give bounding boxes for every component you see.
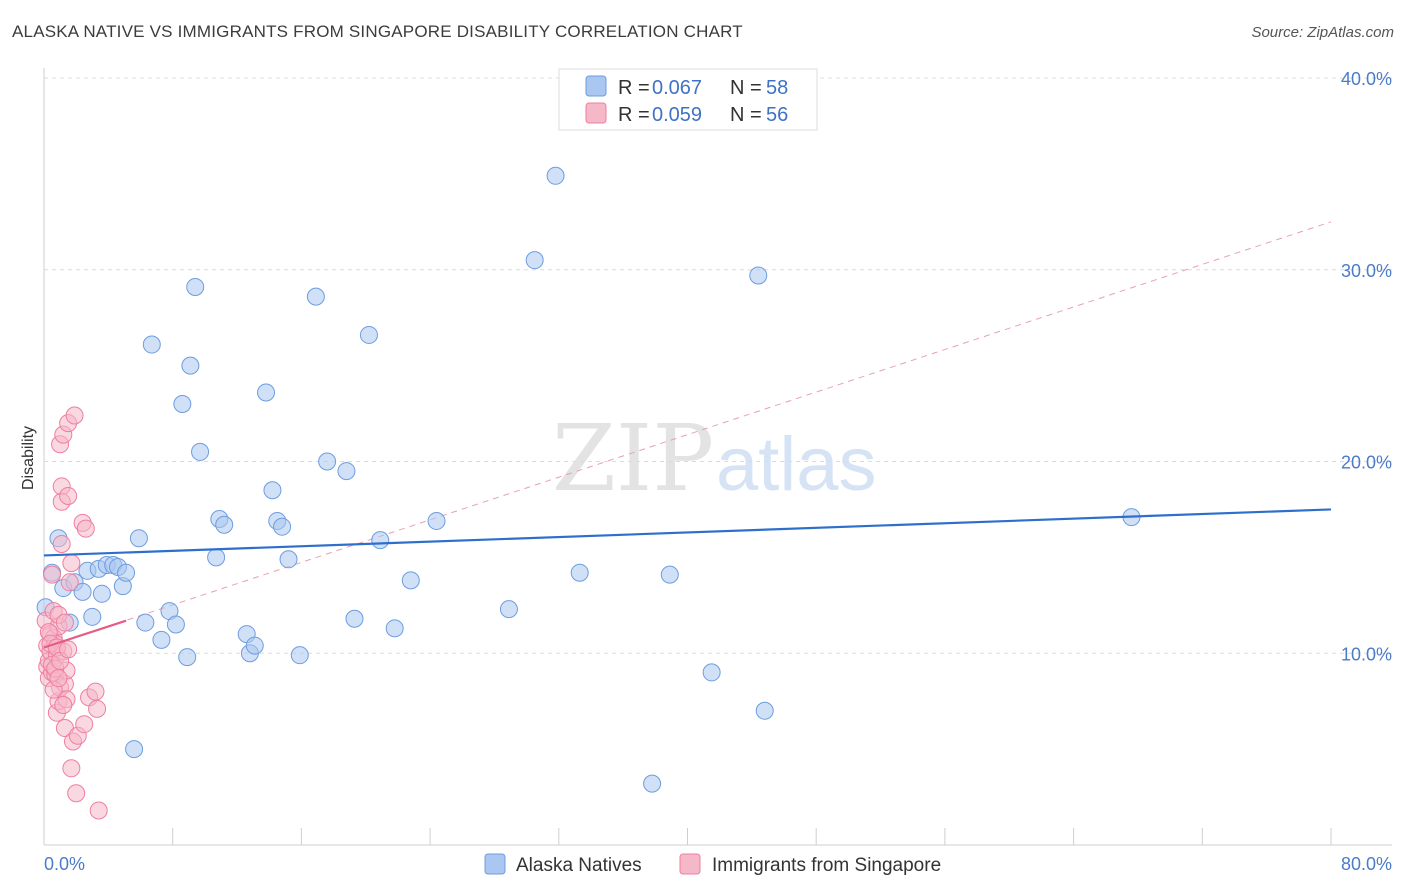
trend-line-singapore-dashed bbox=[43, 221, 1332, 648]
data-point-alaska-natives bbox=[290, 646, 309, 665]
series-immigrants-singapore bbox=[36, 406, 108, 820]
data-point-alaska-natives bbox=[215, 515, 234, 534]
data-point-alaska-natives bbox=[702, 663, 721, 682]
data-point-alaska-natives bbox=[178, 648, 197, 667]
y-tick-labels: 10.0% 20.0% 30.0% 40.0% bbox=[1341, 69, 1392, 664]
data-point-immigrants-singapore bbox=[76, 519, 95, 538]
data-point-immigrants-singapore bbox=[88, 699, 107, 718]
legend-bottom-label-pink: Immigrants from Singapore bbox=[712, 855, 941, 876]
trend-line-alaska-natives bbox=[43, 508, 1332, 557]
data-point-immigrants-singapore bbox=[89, 801, 108, 820]
data-point-immigrants-singapore bbox=[67, 784, 86, 803]
data-point-alaska-natives bbox=[359, 325, 378, 344]
data-point-alaska-natives bbox=[152, 630, 171, 649]
data-point-immigrants-singapore bbox=[86, 682, 105, 701]
data-point-alaska-natives bbox=[245, 636, 264, 655]
trend-line-singapore-solid bbox=[43, 619, 127, 649]
legend-r-label-1: R = bbox=[618, 77, 650, 99]
data-point-immigrants-singapore bbox=[65, 406, 84, 425]
x-tick-label-max: 80.0% bbox=[1341, 854, 1392, 874]
legend-swatch-pink bbox=[585, 102, 607, 124]
y-tick-label: 30.0% bbox=[1341, 261, 1392, 281]
data-point-alaska-natives bbox=[306, 287, 325, 306]
data-point-alaska-natives bbox=[142, 335, 161, 354]
chart-title: ALASKA NATIVE VS IMMIGRANTS FROM SINGAPO… bbox=[12, 22, 743, 41]
data-point-alaska-natives bbox=[173, 394, 192, 413]
data-point-alaska-natives bbox=[318, 452, 337, 471]
y-tick-label: 10.0% bbox=[1341, 644, 1392, 664]
data-point-alaska-natives bbox=[279, 550, 298, 569]
axes bbox=[43, 68, 1392, 846]
trend-lines bbox=[43, 221, 1332, 648]
data-point-alaska-natives bbox=[166, 615, 185, 634]
legend-swatch-blue bbox=[585, 75, 607, 97]
grid-lines bbox=[44, 77, 1392, 654]
legend-n-label-1: N = bbox=[730, 77, 762, 99]
data-point-alaska-natives bbox=[337, 462, 356, 481]
data-point-alaska-natives bbox=[263, 481, 282, 500]
watermark-atlas: atlas bbox=[716, 422, 877, 507]
data-point-alaska-natives bbox=[749, 266, 768, 285]
data-point-alaska-natives bbox=[755, 701, 774, 720]
legend-bottom-swatch-pink bbox=[679, 853, 701, 875]
data-point-immigrants-singapore bbox=[62, 554, 81, 573]
data-point-immigrants-singapore bbox=[75, 715, 94, 734]
legend-top: R = 0.067 N = 58 R = 0.059 N = 56 bbox=[558, 68, 818, 131]
data-point-alaska-natives bbox=[92, 584, 111, 603]
source-credit: Source: ZipAtlas.com bbox=[1251, 24, 1394, 41]
data-point-alaska-natives bbox=[257, 383, 276, 402]
data-point-alaska-natives bbox=[83, 607, 102, 626]
legend-bottom: Alaska Natives Immigrants from Singapore bbox=[484, 853, 941, 876]
data-point-alaska-natives bbox=[345, 609, 364, 628]
data-point-alaska-natives bbox=[117, 563, 136, 582]
data-point-immigrants-singapore bbox=[49, 669, 68, 688]
data-point-alaska-natives bbox=[643, 774, 662, 793]
y-tick-label: 40.0% bbox=[1341, 69, 1392, 89]
data-point-alaska-natives bbox=[570, 563, 589, 582]
data-point-alaska-natives bbox=[129, 529, 148, 548]
data-point-alaska-natives bbox=[186, 278, 205, 297]
legend-n-value-2: 56 bbox=[766, 104, 788, 126]
data-point-alaska-natives bbox=[273, 517, 292, 536]
data-point-immigrants-singapore bbox=[60, 573, 79, 592]
data-point-alaska-natives bbox=[525, 251, 544, 270]
legend-bottom-label-blue: Alaska Natives bbox=[516, 855, 642, 876]
data-point-alaska-natives bbox=[191, 442, 210, 461]
data-point-immigrants-singapore bbox=[59, 487, 78, 506]
data-point-immigrants-singapore bbox=[55, 613, 74, 632]
data-point-alaska-natives bbox=[660, 565, 679, 584]
legend-n-label-2: N = bbox=[730, 104, 762, 126]
data-point-alaska-natives bbox=[499, 600, 518, 619]
watermark-zip: ZIP bbox=[552, 405, 714, 512]
data-point-alaska-natives bbox=[401, 571, 420, 590]
data-point-immigrants-singapore bbox=[62, 759, 81, 778]
data-point-alaska-natives bbox=[546, 166, 565, 185]
data-point-alaska-natives bbox=[427, 511, 446, 530]
data-point-alaska-natives bbox=[371, 531, 390, 550]
legend-r-value-1: 0.067 bbox=[652, 77, 702, 99]
legend-n-value-1: 58 bbox=[766, 77, 788, 99]
x-tick-label-min: 0.0% bbox=[44, 854, 85, 874]
y-tick-label: 20.0% bbox=[1341, 453, 1392, 473]
data-point-immigrants-singapore bbox=[59, 640, 78, 659]
data-point-alaska-natives bbox=[125, 740, 144, 759]
y-axis-label: Disability bbox=[20, 426, 37, 490]
data-point-immigrants-singapore bbox=[52, 534, 71, 553]
x-ticks bbox=[43, 828, 1332, 845]
legend-r-label-2: R = bbox=[618, 104, 650, 126]
data-point-alaska-natives bbox=[181, 356, 200, 375]
legend-r-value-2: 0.059 bbox=[652, 104, 702, 126]
data-point-alaska-natives bbox=[73, 582, 92, 601]
data-point-alaska-natives bbox=[207, 548, 226, 567]
data-point-immigrants-singapore bbox=[54, 696, 73, 715]
legend-bottom-swatch-blue bbox=[484, 853, 506, 875]
data-point-alaska-natives bbox=[385, 619, 404, 638]
data-point-immigrants-singapore bbox=[43, 565, 62, 584]
data-point-alaska-natives bbox=[136, 613, 155, 632]
